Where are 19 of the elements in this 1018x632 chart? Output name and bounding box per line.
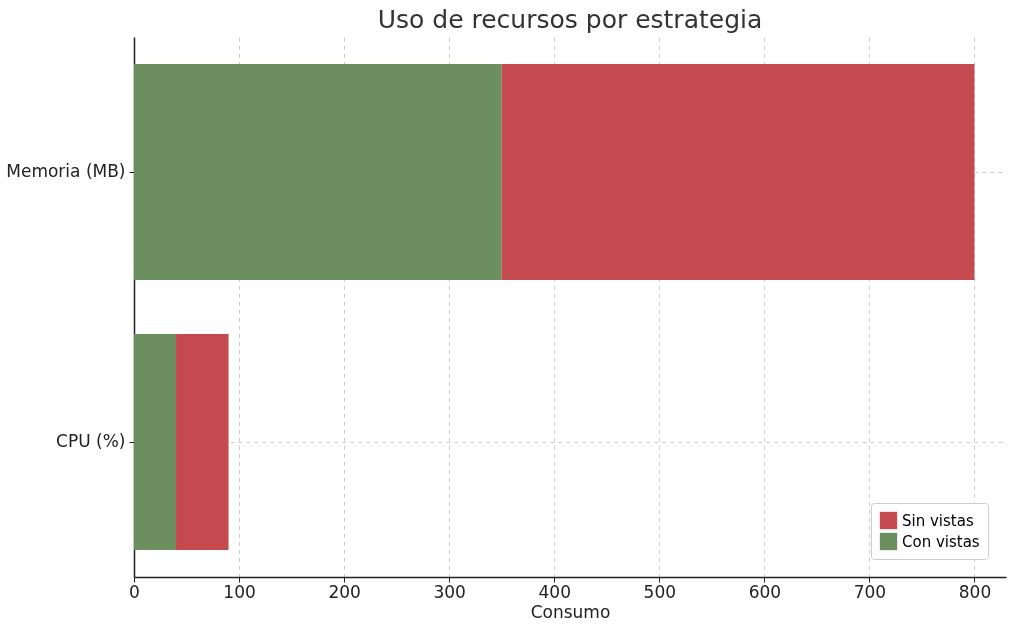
x-tick-label: 700 — [853, 581, 887, 602]
x-tick-label: 600 — [748, 581, 782, 602]
chart-title: Uso de recursos por estrategia — [377, 5, 763, 34]
x-tick-label: 400 — [538, 581, 571, 602]
x-tick-label: 200 — [328, 581, 361, 602]
bar — [176, 334, 229, 550]
y-tick-label: CPU (%) — [56, 431, 126, 451]
x-tick-label: 300 — [433, 581, 466, 602]
y-tick-label: Memoria (MB) — [6, 161, 126, 181]
x-tick-label: 500 — [643, 581, 677, 602]
legend-label: Sin vistas — [902, 511, 974, 530]
legend-label: Con vistas — [902, 532, 980, 551]
bar — [134, 334, 177, 550]
x-axis-title: Consumo — [530, 601, 611, 622]
bar — [501, 64, 975, 280]
bar — [134, 64, 502, 280]
x-tick-label: 100 — [223, 581, 256, 602]
x-tick-label: 800 — [958, 581, 992, 602]
x-tick-label: 0 — [129, 581, 140, 602]
